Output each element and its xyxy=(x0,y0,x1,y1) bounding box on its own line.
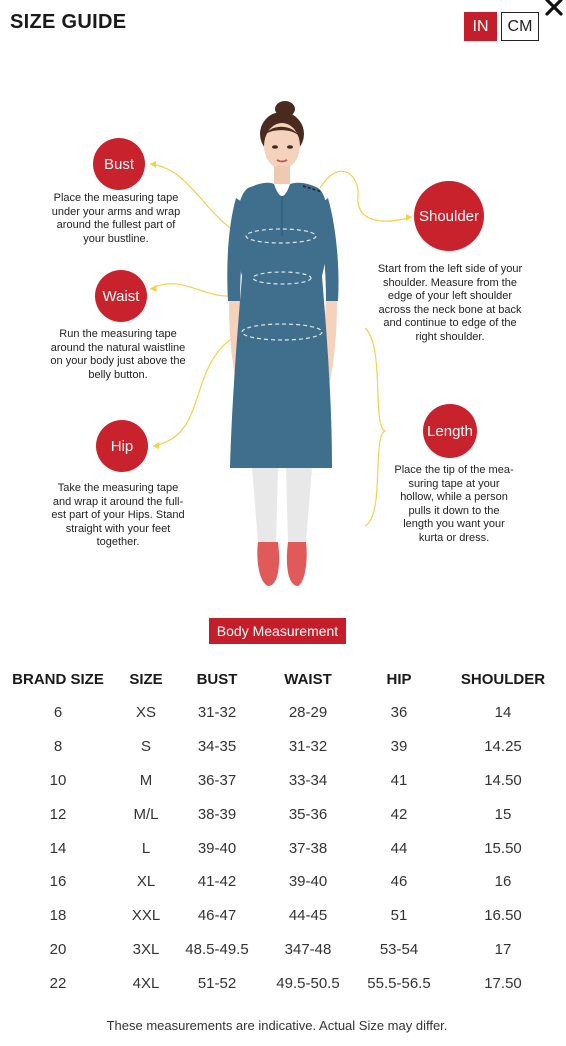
cell-shoulder: 16.50 xyxy=(484,907,522,925)
unit-toggle: IN CM xyxy=(464,12,539,41)
table-row: 8 S 34-35 31-32 39 14.25 xyxy=(0,730,566,764)
disclaimer-text: These measurements are indicative. Actua… xyxy=(106,1018,448,1033)
header-bust: BUST xyxy=(196,670,238,688)
cell-waist: 44-45 xyxy=(288,907,328,925)
cell-shoulder: 17 xyxy=(494,940,512,958)
table-row: 6 XS 31-32 28-29 36 14 xyxy=(0,696,566,730)
header-shoulder: SHOULDER xyxy=(460,670,546,688)
cell-waist: 33-34 xyxy=(288,771,328,789)
hip-badge: Hip xyxy=(96,420,148,472)
cell-shoulder: 14 xyxy=(494,704,512,722)
length-badge: Length xyxy=(423,404,477,458)
cell-size: M/L xyxy=(133,805,159,823)
cell-shoulder: 14.50 xyxy=(484,771,522,789)
size-table: BRAND SIZE SIZE BUST WAIST HIP SHOULDER … xyxy=(0,662,566,1000)
cell-hip: 53-54 xyxy=(379,940,419,958)
cell-bust: 31-32 xyxy=(197,704,237,722)
table-row: 18 XXL 46-47 44-45 51 16.50 xyxy=(0,899,566,933)
cell-brand-size: 18 xyxy=(49,907,67,925)
cell-size: M xyxy=(139,771,153,789)
table-row: 10 M 36-37 33-34 41 14.50 xyxy=(0,764,566,798)
table-row: 14 L 39-40 37-38 44 15.50 xyxy=(0,831,566,865)
table-header-row: BRAND SIZE SIZE BUST WAIST HIP SHOULDER xyxy=(0,662,566,696)
cell-brand-size: 16 xyxy=(49,873,67,891)
cell-size: XL xyxy=(136,873,156,891)
hip-description: Take the measuring tape and wrap it arou… xyxy=(51,482,185,548)
cell-size: 4XL xyxy=(132,974,160,992)
shoulder-badge: Shoulder xyxy=(414,181,484,251)
cell-bust: 34-35 xyxy=(197,738,237,756)
cell-brand-size: 14 xyxy=(49,839,67,857)
cell-size: S xyxy=(140,738,151,756)
figure-illustration xyxy=(149,101,413,586)
cell-waist: 35-36 xyxy=(288,805,328,823)
cell-size: XXL xyxy=(131,907,161,925)
cell-brand-size: 6 xyxy=(53,704,63,722)
measurement-illustration: Bust Place the measuring tape under your… xyxy=(0,96,566,596)
cell-bust: 51-52 xyxy=(197,974,237,992)
cell-hip: 44 xyxy=(390,839,408,857)
waist-badge: Waist xyxy=(95,270,147,322)
close-icon[interactable] xyxy=(543,0,565,18)
cell-hip: 55.5-56.5 xyxy=(367,974,431,992)
cell-bust: 36-37 xyxy=(197,771,237,789)
cell-waist: 39-40 xyxy=(288,873,328,891)
unit-in-button[interactable]: IN xyxy=(464,12,497,41)
header-hip: HIP xyxy=(386,670,412,688)
cell-shoulder: 17.50 xyxy=(484,974,522,992)
table-row: 22 4XL 51-52 49.5-50.5 55.5-56.5 17.50 xyxy=(0,966,566,1000)
cell-bust: 39-40 xyxy=(197,839,237,857)
cell-hip: 36 xyxy=(390,704,408,722)
header-size: SIZE xyxy=(129,670,163,688)
header-brand-size: BRAND SIZE xyxy=(12,670,104,688)
cell-hip: 42 xyxy=(390,805,408,823)
cell-shoulder: 14.25 xyxy=(484,738,522,756)
table-row: 12 M/L 38-39 35-36 42 15 xyxy=(0,797,566,831)
header: SIZE GUIDE IN CM xyxy=(0,0,566,50)
cell-size: L xyxy=(141,839,151,857)
cell-hip: 41 xyxy=(390,771,408,789)
bust-description: Place the measuring tape under your arms… xyxy=(51,192,181,245)
cell-bust: 48.5-49.5 xyxy=(185,940,249,958)
body-measurement-label: Body Measurement xyxy=(209,618,346,644)
cell-waist: 49.5-50.5 xyxy=(276,974,340,992)
cell-brand-size: 20 xyxy=(49,940,67,958)
length-description: Place the tip of the mea-suring tape at … xyxy=(394,464,514,544)
cell-bust: 46-47 xyxy=(197,907,237,925)
cell-waist: 347-48 xyxy=(284,940,332,958)
cell-shoulder: 15.50 xyxy=(484,839,522,857)
cell-brand-size: 10 xyxy=(49,771,67,789)
cell-hip: 39 xyxy=(390,738,408,756)
shoulder-description: Start from the left side of your shoulde… xyxy=(377,263,523,343)
cell-shoulder: 15 xyxy=(494,805,512,823)
waist-description: Run the measuring tape around the natura… xyxy=(50,328,186,381)
table-row: 16 XL 41-42 39-40 46 16 xyxy=(0,865,566,899)
cell-bust: 38-39 xyxy=(197,805,237,823)
cell-size: XS xyxy=(135,704,156,722)
bust-badge: Bust xyxy=(93,138,145,190)
cell-waist: 31-32 xyxy=(288,738,328,756)
cell-brand-size: 8 xyxy=(53,738,63,756)
unit-cm-button[interactable]: CM xyxy=(501,12,539,41)
cell-brand-size: 22 xyxy=(49,974,67,992)
table-row: 20 3XL 48.5-49.5 347-48 53-54 17 xyxy=(0,933,566,967)
cell-size: 3XL xyxy=(132,940,160,958)
cell-hip: 51 xyxy=(390,907,408,925)
page-title: SIZE GUIDE xyxy=(10,11,127,33)
cell-shoulder: 16 xyxy=(494,873,512,891)
cell-waist: 37-38 xyxy=(288,839,328,857)
cell-bust: 41-42 xyxy=(197,873,237,891)
cell-waist: 28-29 xyxy=(288,704,328,722)
header-waist: WAIST xyxy=(284,670,332,688)
cell-hip: 46 xyxy=(390,873,408,891)
cell-brand-size: 12 xyxy=(49,805,67,823)
